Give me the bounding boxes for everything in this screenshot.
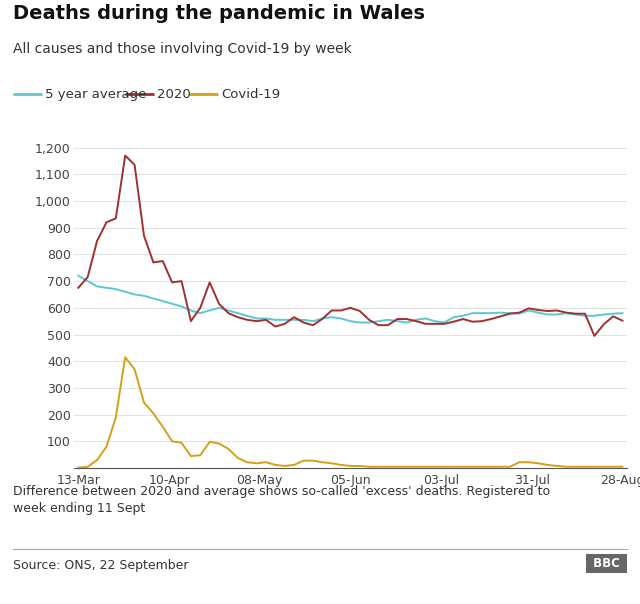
Text: All causes and those involving Covid-19 by week: All causes and those involving Covid-19 … — [13, 42, 351, 56]
Text: 5 year average: 5 year average — [45, 88, 146, 101]
Text: Deaths during the pandemic in Wales: Deaths during the pandemic in Wales — [13, 4, 425, 22]
Text: Source: ONS, 22 September: Source: ONS, 22 September — [13, 559, 188, 571]
Text: Difference between 2020 and average shows so-called 'excess' deaths. Registered : Difference between 2020 and average show… — [13, 484, 550, 515]
Text: BBC: BBC — [589, 557, 624, 570]
Text: 2020: 2020 — [157, 88, 191, 101]
Text: Covid-19: Covid-19 — [221, 88, 280, 101]
